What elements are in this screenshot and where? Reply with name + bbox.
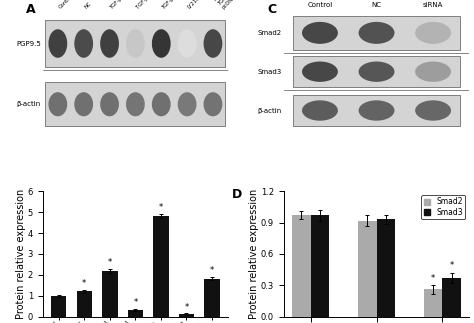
Bar [128,310,143,317]
Text: *: * [184,303,189,312]
Ellipse shape [74,29,93,58]
Bar [376,219,395,317]
Ellipse shape [178,29,197,58]
Bar [310,215,329,317]
Ellipse shape [126,92,145,116]
Ellipse shape [302,61,338,82]
Text: Control: Control [307,3,333,8]
Bar [358,221,376,317]
Bar [442,278,461,317]
Text: TGF-β1-pcDNA3.1: TGF-β1-pcDNA3.1 [161,0,198,10]
Ellipse shape [203,92,222,116]
Text: *: * [133,298,137,307]
Bar [293,56,460,87]
Text: NC: NC [372,3,382,8]
Ellipse shape [152,29,171,58]
Text: PGP9.5: PGP9.5 [16,40,41,47]
Text: *: * [82,279,86,288]
Y-axis label: Protein relative expression: Protein relative expression [16,189,26,319]
Ellipse shape [178,92,197,116]
Text: A: A [26,4,36,16]
Text: LY2109761+
TGF-β1-
pcDNA3.1: LY2109761+ TGF-β1- pcDNA3.1 [213,0,248,10]
Bar [179,314,194,317]
Bar [204,278,220,317]
Ellipse shape [415,61,451,82]
Text: Smad2: Smad2 [258,30,282,36]
Bar [293,16,460,50]
Ellipse shape [415,22,451,44]
Text: β-actin: β-actin [17,101,41,107]
Text: siRNA: siRNA [423,3,443,8]
Bar [77,291,92,317]
Text: LY2109761: LY2109761 [187,0,211,10]
Ellipse shape [358,61,394,82]
Text: TGF-β1: TGF-β1 [109,0,127,10]
Ellipse shape [302,100,338,121]
Ellipse shape [415,100,451,121]
Text: Smad3: Smad3 [258,69,282,75]
Bar [46,82,226,126]
Y-axis label: Protein relative expression: Protein relative expression [249,189,259,319]
Ellipse shape [48,29,67,58]
Ellipse shape [100,29,119,58]
Text: *: * [108,258,112,267]
Ellipse shape [48,92,67,116]
Text: *: * [431,274,435,283]
Text: β-actin: β-actin [258,108,282,113]
Ellipse shape [126,29,145,58]
Bar [102,271,118,317]
Text: *: * [449,261,454,270]
Bar [51,296,66,317]
Text: D: D [232,188,242,201]
Text: NC: NC [84,1,92,10]
Text: *: * [210,266,214,275]
Ellipse shape [358,100,394,121]
Ellipse shape [358,22,394,44]
Text: TGF-β1 siRNA: TGF-β1 siRNA [136,0,164,10]
Ellipse shape [74,92,93,116]
Bar [46,20,226,67]
Bar [424,289,442,317]
Bar [153,216,169,317]
Text: *: * [159,203,163,212]
Text: C: C [267,4,276,16]
Ellipse shape [302,22,338,44]
Ellipse shape [203,29,222,58]
Bar [292,215,310,317]
Ellipse shape [152,92,171,116]
Legend: Smad2, Smad3: Smad2, Smad3 [421,195,465,219]
Bar [293,95,460,126]
Text: Control: Control [58,0,75,10]
Ellipse shape [100,92,119,116]
